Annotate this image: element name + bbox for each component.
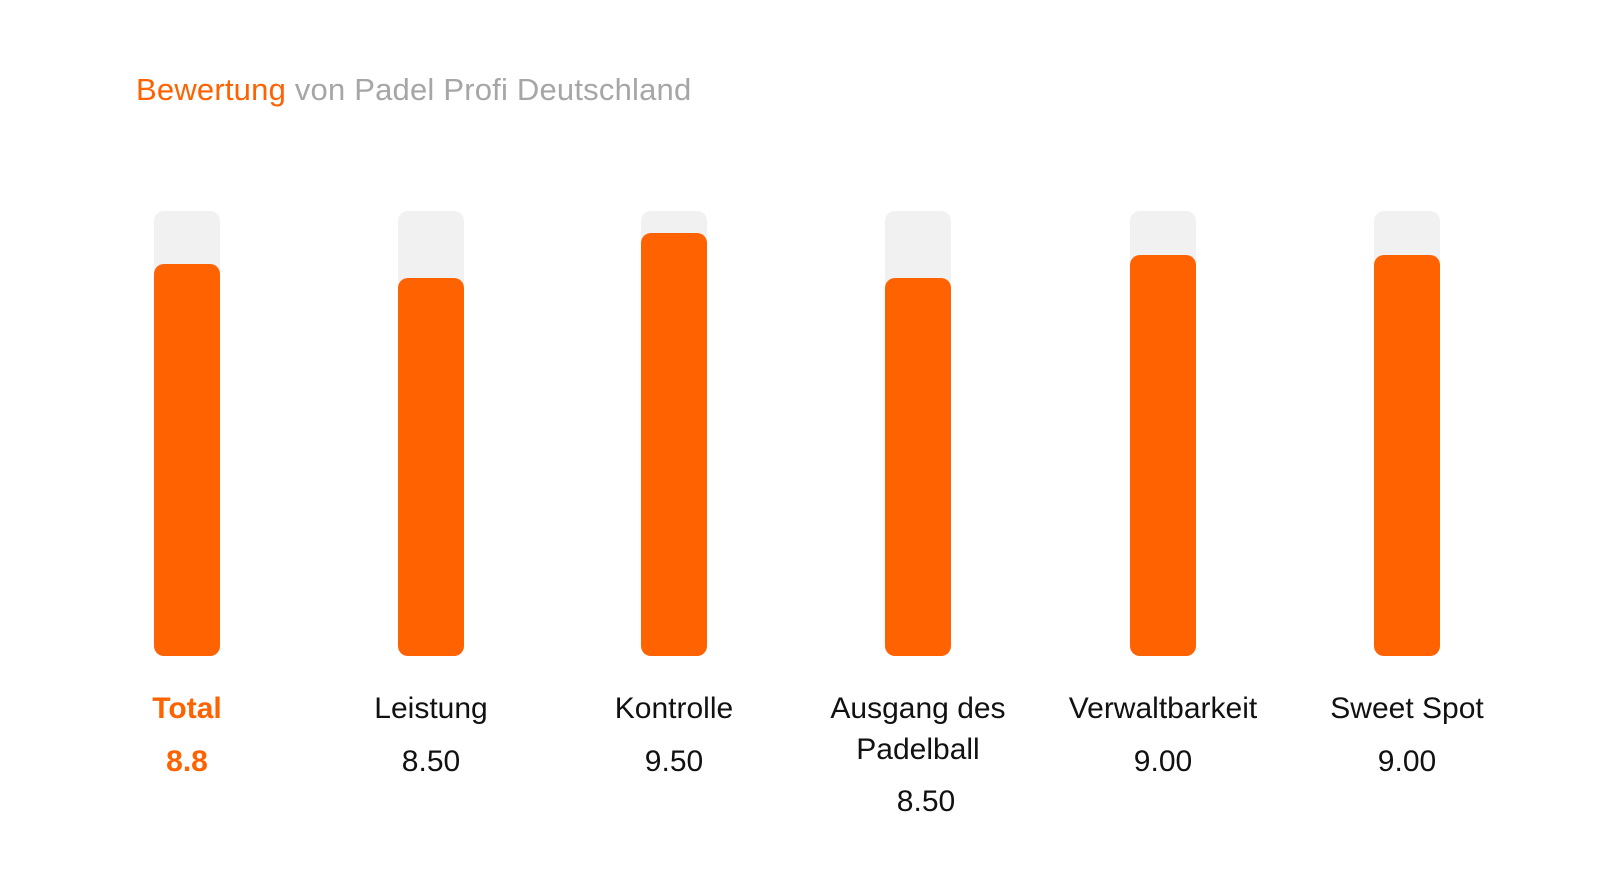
bar-track: [154, 211, 220, 656]
value-label: 9.50: [644, 745, 704, 778]
bar: [154, 264, 220, 656]
bar: [398, 278, 464, 656]
category-label: Verwaltbarkeit: [1068, 692, 1258, 725]
category-label: Sweet Spot: [1330, 692, 1484, 725]
bar-track: [641, 211, 707, 656]
bar-track: [1374, 211, 1440, 656]
bar-track: [885, 211, 951, 656]
category-label: Kontrolle: [614, 692, 734, 725]
value-label: 8.50: [401, 745, 461, 778]
category-label: Leistung: [374, 692, 488, 725]
value-label: 9.00: [1133, 745, 1193, 778]
chart-title-rest: von Padel Profi Deutschland: [294, 72, 692, 107]
bar: [1374, 255, 1440, 656]
category-label: Ausgang des Padelball: [830, 692, 1006, 766]
bar: [1130, 255, 1196, 656]
chart-title-accent: Bewertung: [136, 72, 287, 107]
bar: [885, 278, 951, 656]
bar-track: [1130, 211, 1196, 656]
category-label: Total: [152, 692, 222, 725]
bar: [641, 233, 707, 656]
value-label: 8.50: [896, 785, 956, 818]
chart-title: Bewertung von Padel Profi Deutschland: [136, 70, 691, 110]
bar-track: [398, 211, 464, 656]
value-label: 8.8: [166, 745, 208, 778]
value-label: 9.00: [1377, 745, 1437, 778]
